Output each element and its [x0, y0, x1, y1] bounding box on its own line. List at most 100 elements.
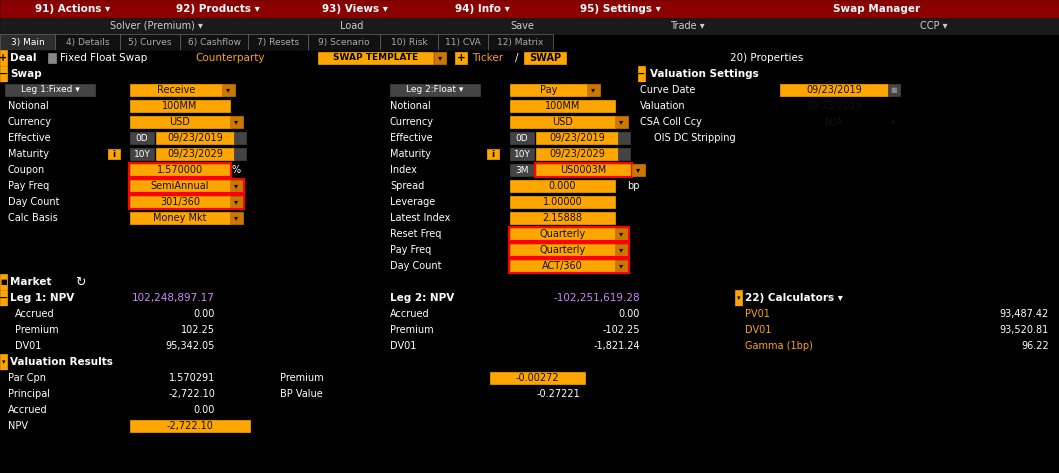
Text: USD: USD: [169, 117, 191, 127]
Text: PV01: PV01: [744, 309, 770, 319]
Text: 0.00: 0.00: [618, 309, 640, 319]
Bar: [510, 148, 534, 160]
Bar: [0, 50, 7, 66]
Text: +: +: [456, 53, 465, 63]
Text: 0.000: 0.000: [549, 181, 576, 191]
Bar: [509, 227, 629, 241]
Text: Leg 2: NPV: Leg 2: NPV: [390, 293, 454, 303]
Bar: [0, 210, 1059, 226]
Bar: [510, 260, 615, 272]
Bar: [0, 66, 7, 82]
Bar: [0, 274, 7, 290]
Bar: [780, 84, 889, 96]
Text: US0003M: US0003M: [560, 165, 607, 175]
Text: 93) Views ▾: 93) Views ▾: [322, 4, 388, 14]
Bar: [0, 146, 1059, 162]
Text: Leg 1: NPV: Leg 1: NPV: [10, 293, 74, 303]
Bar: [509, 259, 629, 273]
Text: 09/23/2019: 09/23/2019: [806, 101, 862, 111]
Bar: [536, 164, 631, 176]
Text: Curve Date: Curve Date: [640, 85, 696, 95]
Text: ▾: ▾: [2, 359, 5, 365]
Text: i: i: [491, 149, 495, 158]
Bar: [0, 290, 7, 306]
Text: Solver (Premium) ▾: Solver (Premium) ▾: [110, 21, 203, 31]
Text: 95,342.05: 95,342.05: [165, 341, 215, 351]
Text: 9) Scenario: 9) Scenario: [318, 37, 370, 46]
Text: Notional: Notional: [390, 101, 431, 111]
Bar: [248, 34, 308, 50]
Text: %: %: [232, 165, 241, 175]
Bar: [0, 354, 735, 370]
Bar: [0, 178, 1059, 194]
Bar: [230, 196, 243, 208]
Text: 2.15888: 2.15888: [542, 213, 582, 223]
Bar: [615, 244, 628, 256]
Text: Fixed Float Swap: Fixed Float Swap: [60, 53, 147, 63]
Bar: [130, 100, 230, 112]
Bar: [695, 0, 1059, 18]
Bar: [0, 370, 735, 386]
Text: ▾: ▾: [635, 166, 640, 175]
Bar: [230, 116, 243, 128]
Text: Accrued: Accrued: [15, 309, 55, 319]
Bar: [735, 290, 1059, 306]
Text: Pay: Pay: [540, 85, 557, 95]
Bar: [510, 212, 615, 224]
Text: Premium: Premium: [15, 325, 58, 335]
Bar: [120, 34, 180, 50]
Text: bp: bp: [627, 181, 640, 191]
Bar: [0, 354, 7, 370]
Bar: [380, 34, 438, 50]
Text: 102.25: 102.25: [181, 325, 215, 335]
Text: ▾: ▾: [618, 117, 623, 126]
Bar: [510, 228, 615, 240]
Text: ▾: ▾: [591, 86, 595, 95]
Text: ↻: ↻: [75, 275, 86, 289]
Text: Day Count: Day Count: [390, 261, 442, 271]
Text: 1.570000: 1.570000: [157, 165, 203, 175]
Bar: [0, 82, 1059, 98]
Bar: [0, 418, 735, 434]
Bar: [490, 372, 585, 384]
Text: 10Y: 10Y: [133, 149, 150, 158]
Bar: [0, 98, 1059, 114]
Text: Quarterly: Quarterly: [539, 229, 586, 239]
Text: 93,487.42: 93,487.42: [1000, 309, 1049, 319]
Bar: [638, 66, 645, 82]
Text: 301/360: 301/360: [160, 197, 200, 207]
Text: 1.570291: 1.570291: [168, 373, 215, 383]
Text: 09/23/2029: 09/23/2029: [167, 149, 223, 159]
Text: N/A: N/A: [825, 117, 842, 127]
Text: ■: ■: [891, 87, 897, 93]
Bar: [290, 0, 420, 18]
Bar: [536, 132, 618, 144]
Text: Premium: Premium: [280, 373, 324, 383]
Text: Money Mkt: Money Mkt: [154, 213, 207, 223]
Bar: [510, 84, 587, 96]
Text: ▾: ▾: [618, 245, 623, 254]
Text: DV01: DV01: [15, 341, 41, 351]
Text: 0.00: 0.00: [194, 405, 215, 415]
Bar: [615, 228, 628, 240]
Text: Pay Freq: Pay Freq: [390, 245, 431, 255]
Text: Gamma (1bp): Gamma (1bp): [744, 341, 813, 351]
Bar: [129, 163, 231, 177]
Text: Ticker: Ticker: [472, 53, 503, 63]
Text: ■: ■: [0, 279, 6, 285]
Text: Deal: Deal: [10, 53, 36, 63]
Text: -1,821.24: -1,821.24: [593, 341, 640, 351]
Text: i: i: [112, 149, 115, 158]
Bar: [130, 148, 154, 160]
Bar: [130, 116, 230, 128]
Bar: [0, 322, 1059, 338]
Bar: [0, 290, 1059, 306]
Text: 3M: 3M: [516, 166, 528, 175]
Bar: [130, 180, 230, 192]
Text: Maturity: Maturity: [8, 149, 49, 159]
Bar: [0, 226, 1059, 242]
Text: 91) Actions ▾: 91) Actions ▾: [35, 4, 110, 14]
Text: 0.00: 0.00: [194, 309, 215, 319]
Text: 22) Calculators ▾: 22) Calculators ▾: [744, 293, 843, 303]
Bar: [230, 180, 243, 192]
